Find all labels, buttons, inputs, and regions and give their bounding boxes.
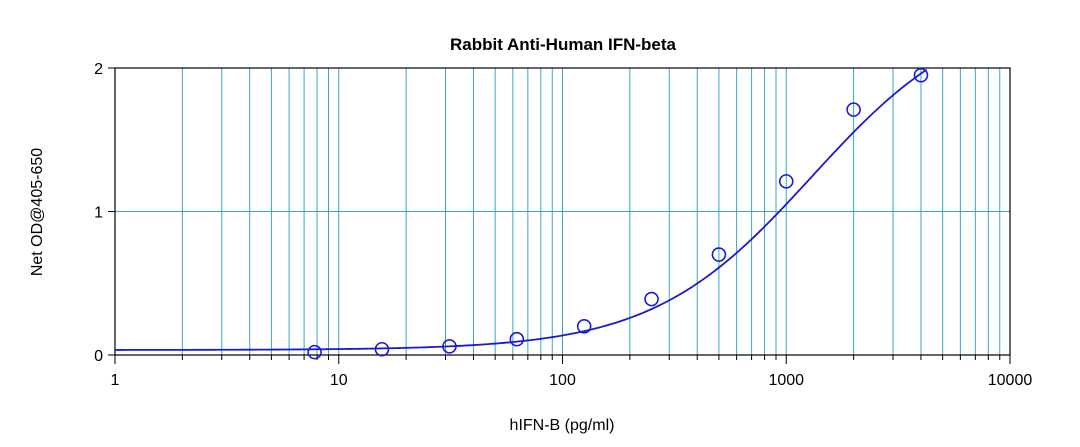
data-point — [846, 102, 861, 117]
fit-curve — [115, 69, 927, 351]
y-tick-label: 1 — [94, 205, 103, 222]
x-tick-label: 1000 — [768, 372, 804, 389]
data-point — [778, 174, 794, 189]
data-point — [307, 344, 322, 360]
data-point — [442, 339, 457, 354]
data-point — [711, 247, 727, 262]
fit-curve-layer — [115, 69, 927, 351]
x-tick-label: 10 — [330, 372, 348, 389]
y-tick-label: 2 — [94, 61, 103, 78]
grid-lines — [115, 68, 1010, 355]
data-point — [576, 318, 592, 334]
data-point — [913, 67, 929, 83]
x-tick-label: 1 — [111, 372, 120, 389]
chart-title: Rabbit Anti-Human IFN-beta — [450, 35, 677, 54]
x-tick-label: 100 — [549, 372, 576, 389]
x-axis-label: hIFN-B (pg/ml) — [510, 417, 615, 434]
x-tick-label: 10000 — [988, 372, 1033, 389]
data-point — [509, 331, 525, 347]
y-axis-label: Net OD@405-650 — [29, 148, 46, 276]
data-point — [374, 341, 390, 357]
data-points — [307, 67, 929, 360]
data-point — [644, 291, 659, 307]
y-tick-label: 0 — [94, 348, 103, 365]
